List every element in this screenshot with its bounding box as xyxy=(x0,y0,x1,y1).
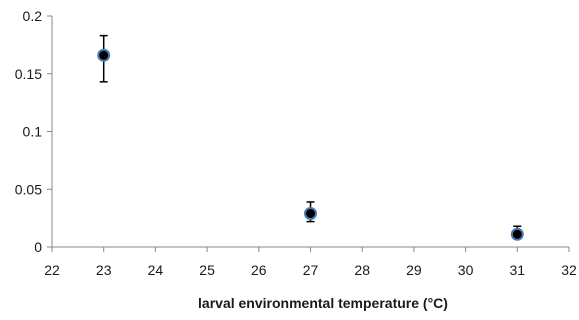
x-tick-label: 30 xyxy=(458,262,474,278)
x-tick-label: 31 xyxy=(510,262,526,278)
x-axis-title: larval environmental temperature (°C) xyxy=(198,295,448,311)
y-tick-label: 0 xyxy=(34,239,42,255)
x-tick-label: 22 xyxy=(44,262,60,278)
data-point xyxy=(510,227,524,241)
x-tick-label: 24 xyxy=(148,262,164,278)
x-tick-label: 29 xyxy=(406,262,422,278)
y-tick-group: 0 0.05 0.1 0.15 0.2 xyxy=(15,8,52,255)
x-tick-label: 25 xyxy=(199,262,215,278)
x-tick-label: 27 xyxy=(303,262,319,278)
data-points xyxy=(97,34,524,241)
y-tick-label: 0.1 xyxy=(23,124,43,140)
y-tick-label: 0.05 xyxy=(15,181,42,197)
x-tick-label: 28 xyxy=(354,262,370,278)
data-point xyxy=(97,48,111,62)
data-point xyxy=(304,207,317,221)
y-tick-label: 0.15 xyxy=(15,66,42,82)
y-tick-label: 0.2 xyxy=(23,8,43,24)
x-tick-group: 22 23 24 25 26 27 28 29 30 31 32 xyxy=(44,247,577,278)
x-tick-label: 26 xyxy=(251,262,267,278)
x-tick-label: 23 xyxy=(96,262,112,278)
x-tick-label: 32 xyxy=(561,262,577,278)
